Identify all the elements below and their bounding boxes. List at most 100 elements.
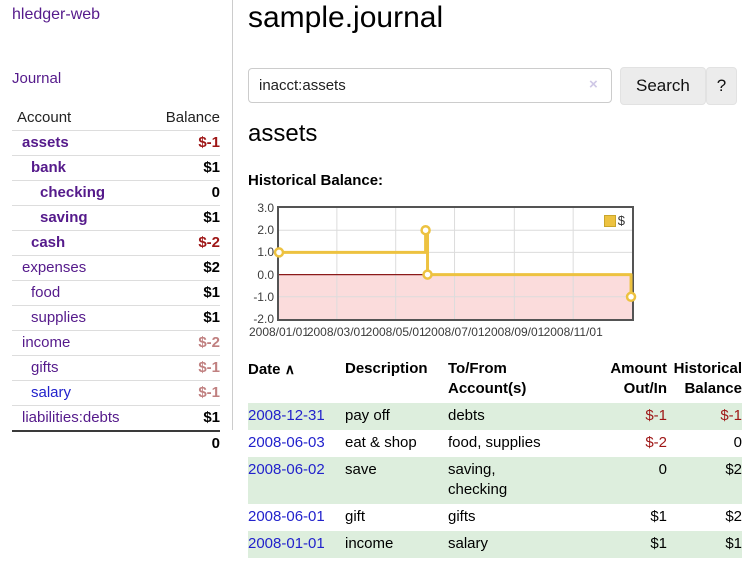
account-balance: $2 bbox=[203, 259, 220, 276]
account-row: food $1 bbox=[12, 280, 220, 305]
main-content: sample.journal × Search ? assets Histori… bbox=[248, 0, 742, 582]
account-row: cash $-2 bbox=[12, 230, 220, 255]
y-axis-tick-label: 0.0 bbox=[257, 267, 274, 282]
transaction-date-link[interactable]: 2008-06-02 bbox=[248, 461, 325, 478]
account-balance: $1 bbox=[203, 159, 220, 176]
accounts-table: Account Balance assets $-1 bank $1 checking 0… bbox=[12, 106, 220, 455]
account-balance: $-1 bbox=[198, 359, 220, 376]
search-button[interactable]: Search bbox=[620, 67, 706, 105]
transaction-date-link[interactable]: 2008-12-31 bbox=[248, 407, 325, 424]
account-row: assets $-1 bbox=[12, 130, 220, 155]
page-title: sample.journal bbox=[248, 1, 444, 34]
y-axis-tick-label: 1.0 bbox=[257, 245, 274, 260]
x-axis-tick-label: 2008/01/01 bbox=[248, 325, 310, 339]
register-row: 2008-06-02 save saving, checking 0 $2 bbox=[248, 457, 742, 504]
account-balance: $-1 bbox=[198, 384, 220, 401]
sidebar: hledger-web Journal Account Balance asse… bbox=[0, 0, 233, 452]
accounts-header-balance: Balance bbox=[165, 109, 220, 126]
transaction-accounts: gifts bbox=[448, 508, 476, 525]
app-title-link[interactable]: hledger-web bbox=[12, 6, 101, 23]
account-link-saving[interactable]: saving bbox=[40, 209, 88, 226]
account-row: income $-2 bbox=[12, 330, 220, 355]
account-row: liabilities:debts $1 bbox=[12, 405, 220, 430]
search-input[interactable] bbox=[248, 68, 612, 103]
transaction-balance: 0 bbox=[733, 434, 742, 451]
search-form: × Search ? bbox=[248, 67, 742, 105]
register-header-row: Date ∧ Description To/From Account(s) Am… bbox=[248, 356, 742, 403]
legend-swatch-icon bbox=[603, 214, 616, 227]
account-link-salary[interactable]: salary bbox=[31, 384, 72, 401]
y-axis-tick-label: 3.0 bbox=[257, 201, 274, 215]
transaction-balance: $2 bbox=[725, 508, 742, 525]
account-row: checking 0 bbox=[12, 180, 220, 205]
register-row: 2008-06-03 eat & shop food, supplies $-2 0 bbox=[248, 430, 742, 457]
account-link-bank[interactable]: bank bbox=[31, 159, 67, 176]
account-link-gifts[interactable]: gifts bbox=[31, 359, 59, 376]
account-row: salary $-1 bbox=[12, 380, 220, 405]
register-header-date[interactable]: Date ∧ bbox=[248, 361, 295, 378]
register-header-description: Description bbox=[345, 360, 428, 377]
transaction-description: save bbox=[345, 461, 377, 478]
account-link-checking[interactable]: checking bbox=[40, 184, 106, 201]
chart-legend: $ bbox=[601, 212, 627, 229]
chart-title: Historical Balance: bbox=[248, 172, 384, 189]
legend-label: $ bbox=[617, 213, 625, 228]
transaction-accounts: saving, checking bbox=[448, 461, 508, 498]
register-header-amount: Amount Out/In bbox=[610, 360, 667, 397]
account-balance: $1 bbox=[203, 209, 220, 226]
help-button[interactable]: ? bbox=[706, 67, 737, 105]
transaction-balance: $2 bbox=[725, 461, 742, 478]
x-axis-tick-label: 2008/07/01 bbox=[424, 325, 485, 339]
register-row: 2008-06-01 gift gifts $1 $2 bbox=[248, 504, 742, 531]
accounts-total-row: 0 bbox=[12, 430, 220, 455]
register-row: 2008-01-01 income salary $1 $1 bbox=[248, 531, 742, 558]
transaction-amount: $-2 bbox=[645, 434, 667, 451]
transaction-description: pay off bbox=[345, 407, 390, 424]
transaction-amount: $-1 bbox=[645, 407, 667, 424]
register-row: 2008-12-31 pay off debts $-1 $-1 bbox=[248, 403, 742, 430]
account-row: supplies $1 bbox=[12, 305, 220, 330]
account-balance: 0 bbox=[211, 184, 220, 201]
x-axis-tick-label: 2008/05/01 bbox=[365, 325, 426, 339]
transaction-date-link[interactable]: 2008-06-03 bbox=[248, 434, 325, 451]
account-row: bank $1 bbox=[12, 155, 220, 180]
account-link-liabilities-debts[interactable]: liabilities:debts bbox=[22, 409, 120, 426]
transaction-amount: $1 bbox=[650, 535, 667, 552]
sort-ascending-icon[interactable]: ∧ bbox=[284, 361, 295, 377]
transaction-balance: $1 bbox=[725, 535, 742, 552]
x-axis-tick-label: 2008/09/01 bbox=[484, 325, 545, 339]
transaction-accounts: food, supplies bbox=[448, 434, 541, 451]
account-balance: $-2 bbox=[198, 334, 220, 351]
transaction-description: income bbox=[345, 535, 394, 552]
account-link-income[interactable]: income bbox=[22, 334, 71, 351]
account-balance: $1 bbox=[203, 284, 220, 301]
clear-search-icon[interactable]: × bbox=[589, 76, 598, 93]
account-link-supplies[interactable]: supplies bbox=[31, 309, 87, 326]
y-axis-tick-label: -2.0 bbox=[253, 312, 274, 326]
transaction-balance: $-1 bbox=[720, 407, 742, 424]
account-link-cash[interactable]: cash bbox=[31, 234, 66, 251]
account-heading: assets bbox=[248, 120, 318, 147]
transaction-description: eat & shop bbox=[345, 434, 417, 451]
account-link-expenses[interactable]: expenses bbox=[22, 259, 87, 276]
account-row: gifts $-1 bbox=[12, 355, 220, 380]
account-link-assets[interactable]: assets bbox=[22, 134, 69, 151]
x-axis-tick-label: 2008/03/01 bbox=[306, 325, 367, 339]
account-balance: $1 bbox=[203, 309, 220, 326]
accounts-table-header: Account Balance bbox=[12, 106, 220, 130]
account-link-food[interactable]: food bbox=[31, 284, 61, 301]
y-axis-tick-label: 2.0 bbox=[257, 223, 274, 238]
transaction-amount: 0 bbox=[658, 461, 667, 478]
accounts-header-account: Account bbox=[17, 109, 72, 126]
transaction-description: gift bbox=[345, 508, 366, 525]
y-axis-tick-label: -1.0 bbox=[253, 289, 274, 304]
balance-chart: $ 3.0 2.0 1.0 0.0 -1.0 -2.0 2008/01/01 2008/03… bbox=[248, 201, 742, 344]
account-row: saving $1 bbox=[12, 205, 220, 230]
account-balance: $-1 bbox=[198, 134, 220, 151]
accounts-total-value: 0 bbox=[211, 435, 220, 452]
register-table: Date ∧ Description To/From Account(s) Am… bbox=[248, 356, 742, 558]
sidebar-item-journal[interactable]: Journal bbox=[12, 70, 62, 87]
account-row: expenses $2 bbox=[12, 255, 220, 280]
transaction-date-link[interactable]: 2008-01-01 bbox=[248, 535, 325, 552]
transaction-date-link[interactable]: 2008-06-01 bbox=[248, 508, 325, 525]
